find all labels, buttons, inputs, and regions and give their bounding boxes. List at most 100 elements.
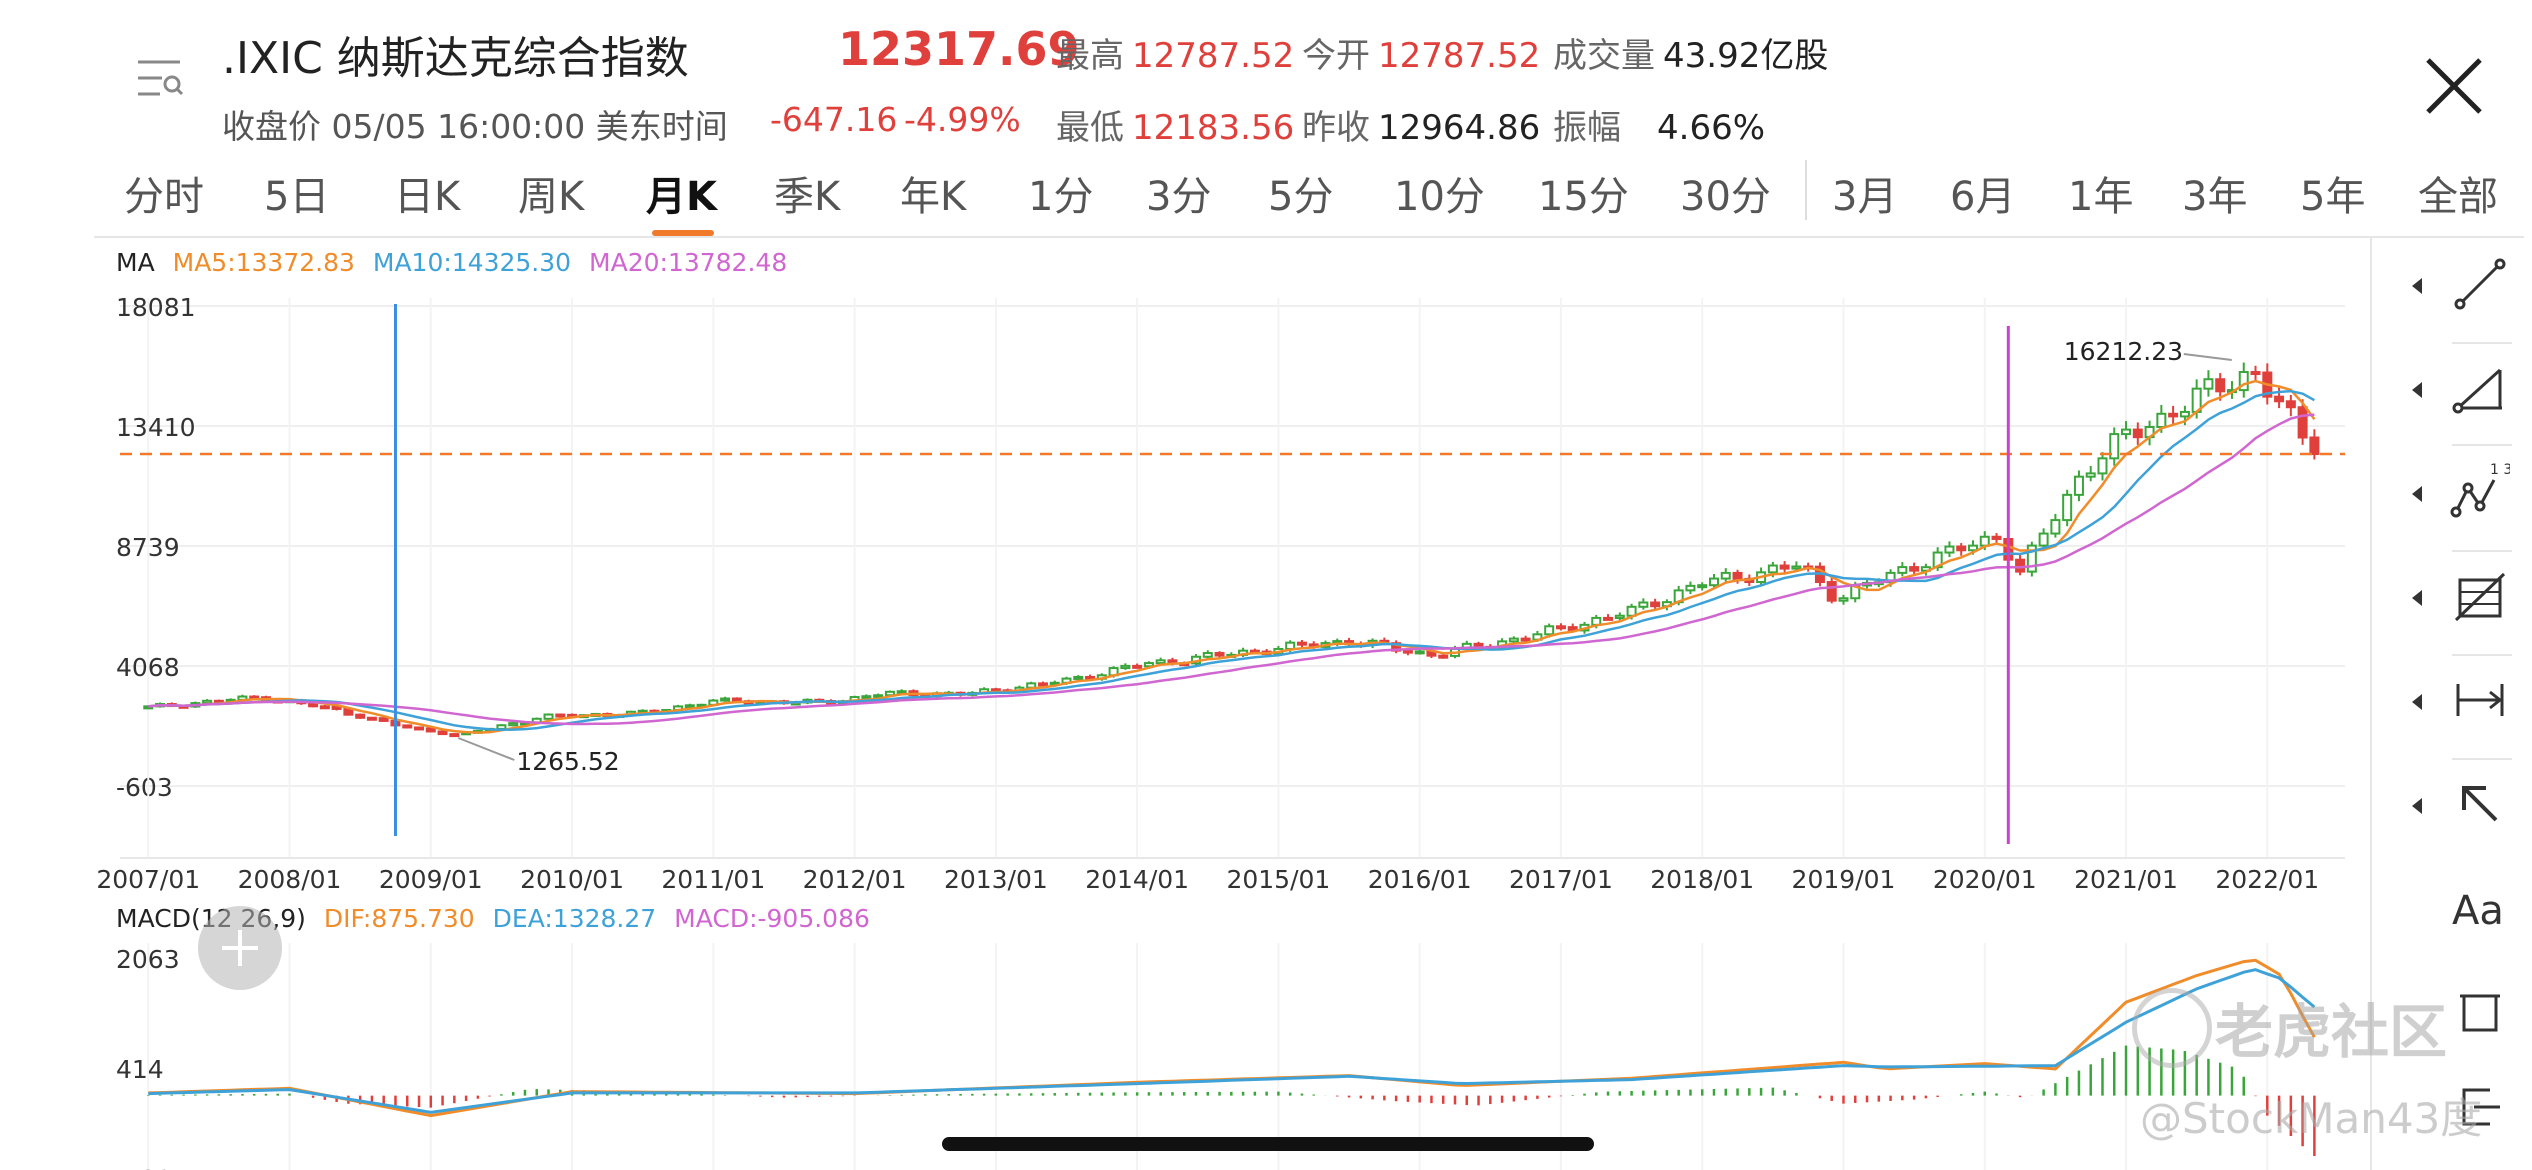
tab-3year[interactable]: 3年 — [2182, 174, 2248, 220]
fib-tool[interactable] — [2412, 554, 2522, 644]
candle — [2085, 472, 2096, 478]
tab-quarter-k[interactable]: 季K — [774, 174, 841, 220]
x-tick-label: 2022/01 — [2215, 865, 2319, 894]
x-tick-label: 2016/01 — [1368, 865, 1472, 894]
candle — [1544, 625, 1555, 636]
candle — [1555, 625, 1566, 630]
stat-low: 最低 12183.56 — [1056, 100, 1294, 149]
candle — [1991, 535, 2002, 540]
tab-1year[interactable]: 1年 — [2068, 174, 2134, 220]
candle — [2285, 400, 2296, 409]
tab-6month[interactable]: 6月 — [1950, 174, 2016, 220]
x-tick-label: 2014/01 — [1085, 865, 1189, 894]
tab-week-k[interactable]: 周K — [518, 174, 585, 220]
add-indicator-button[interactable] — [198, 906, 282, 990]
candle — [366, 716, 377, 721]
annotation-leader — [457, 737, 515, 761]
candle — [2050, 519, 2061, 535]
close-icon[interactable] — [2418, 50, 2490, 122]
candle — [1155, 659, 1166, 665]
trough-annotation: 1265.52 — [516, 747, 619, 776]
candle — [720, 697, 731, 702]
tab-5year[interactable]: 5年 — [2300, 174, 2366, 220]
quote-header: .IXIC 纳斯达克综合指数 12317.69 收盘价 05/05 16:00:… — [0, 0, 2532, 150]
stat-open-value: 12787.52 — [1378, 36, 1541, 76]
wave-tool-icon: 1 3 — [2450, 462, 2510, 518]
candle — [1720, 571, 1731, 580]
candle — [496, 724, 507, 730]
candle — [1791, 565, 1802, 570]
candle — [2179, 410, 2190, 418]
trash-tool[interactable] — [2412, 968, 2522, 1058]
chart-area[interactable]: MA MA5:13372.83 MA10:14325.30 MA20:13782… — [0, 238, 2370, 1170]
menu-list-icon[interactable] — [128, 48, 190, 110]
range-tool[interactable] — [2412, 658, 2522, 748]
price-change: -647.16 — [770, 100, 898, 139]
tab-3min[interactable]: 3分 — [1146, 174, 1212, 220]
candle — [1956, 545, 1967, 552]
candle — [2238, 371, 2249, 392]
x-tick-label: 2015/01 — [1226, 865, 1330, 894]
period-tabs: 分时 5日 日K 周K 月K 季K 年K 1分 3分 5分 10分 15分 30… — [0, 150, 2532, 238]
candle — [2121, 428, 2132, 436]
candle — [1285, 641, 1296, 650]
candle — [1603, 616, 1614, 621]
tab-day-k[interactable]: 日K — [394, 174, 461, 220]
tab-15min[interactable]: 15分 — [1538, 174, 1629, 220]
candle — [437, 730, 448, 736]
annotation-leader — [2183, 353, 2232, 362]
image-credit: @StockMan43度 — [2140, 1094, 2483, 1143]
tab-all[interactable]: 全部 — [2418, 174, 2498, 220]
expand-arrow-icon — [2412, 486, 2422, 502]
candle — [414, 726, 425, 731]
close-time: 收盘价 05/05 16:00:00 美东时间 — [222, 107, 728, 146]
text-tool[interactable]: Aa — [2412, 868, 2522, 958]
candle — [402, 724, 413, 729]
dea-line — [148, 968, 2316, 1114]
candle — [543, 713, 554, 720]
candle — [355, 713, 366, 719]
home-indicator — [942, 1137, 1594, 1151]
line-tool[interactable] — [2412, 242, 2522, 332]
macd-y-tick-label: 2063 — [116, 945, 180, 974]
page-title: .IXIC 纳斯达克综合指数 — [222, 33, 689, 84]
exit-tool[interactable] — [2412, 1064, 2522, 1154]
candle — [331, 705, 342, 710]
candle — [1296, 641, 1307, 646]
ma5-legend: MA5:13372.83 — [172, 248, 355, 277]
expand-arrow-icon — [2412, 798, 2422, 814]
text-tool-icon: Aa — [2452, 888, 2504, 934]
candle — [425, 727, 436, 733]
tab-year-k[interactable]: 年K — [900, 174, 967, 220]
tab-30min[interactable]: 30分 — [1680, 174, 1771, 220]
ma-legend-label: MA — [116, 248, 155, 277]
tab-separator — [1805, 160, 1807, 220]
tab-3month[interactable]: 3月 — [1832, 174, 1898, 220]
stat-low-value: 12183.56 — [1132, 108, 1295, 148]
tab-5day[interactable]: 5日 — [264, 174, 330, 220]
arrow-tool[interactable] — [2412, 762, 2522, 852]
y-tick-label: 13410 — [116, 413, 196, 442]
stat-high-value: 12787.52 — [1132, 36, 1295, 76]
tab-1min[interactable]: 1分 — [1028, 174, 1094, 220]
stat-volume: 成交量 43.92亿股 — [1553, 28, 1828, 77]
stat-prev-close-label: 昨收 — [1302, 108, 1370, 148]
candle — [2297, 406, 2308, 439]
candle — [1732, 571, 1743, 580]
tool-divider — [2452, 550, 2512, 552]
tab-month-k[interactable]: 月K — [646, 174, 717, 220]
tab-5min[interactable]: 5分 — [1268, 174, 1334, 220]
ma20-legend: MA20:13782.48 — [589, 248, 788, 277]
tab-intraday[interactable]: 分时 — [124, 174, 204, 220]
angle-tool[interactable] — [2412, 346, 2522, 436]
tab-10min[interactable]: 10分 — [1394, 174, 1485, 220]
expand-arrow-icon — [2412, 382, 2422, 398]
candle — [2215, 378, 2226, 393]
candle — [2073, 475, 2084, 496]
candle — [2203, 378, 2214, 390]
stat-high-label: 最高 — [1056, 36, 1124, 76]
candle — [2097, 457, 2108, 475]
expand-arrow-icon — [2412, 278, 2422, 294]
wave-tool[interactable]: 1 3 — [2412, 450, 2522, 540]
